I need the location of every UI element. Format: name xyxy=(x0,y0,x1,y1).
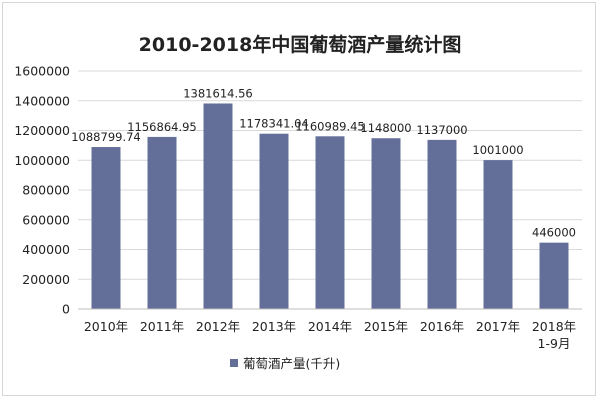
y-tick-label: 200000 xyxy=(22,272,70,287)
x-axis-ticks: 2010年 2011年 2012年 2013年 2014年 2015年 2016年 2017年… xyxy=(84,319,576,351)
x-tick-label-line: 1-9月 xyxy=(538,336,571,351)
bar xyxy=(539,242,569,309)
y-tick-label: 1600000 xyxy=(14,64,70,79)
legend: 葡萄酒产量(千升) xyxy=(230,356,340,371)
data-label: 446000 xyxy=(532,226,576,240)
bar xyxy=(203,103,233,309)
bar xyxy=(147,136,177,309)
data-label: 1160989.45 xyxy=(295,119,365,133)
x-tick-label-line: 2014年 xyxy=(308,319,352,334)
y-tick-label: 800000 xyxy=(22,183,70,198)
x-tick-label: 2014年 xyxy=(308,319,352,334)
x-tick-label: 2010年 xyxy=(84,319,128,334)
y-tick-label: 400000 xyxy=(22,242,70,257)
x-tick-label: 2016年 xyxy=(420,319,464,334)
legend-label: 葡萄酒产量(千升) xyxy=(243,356,340,371)
x-tick-label-line: 2016年 xyxy=(420,319,464,334)
y-tick-label: 0 xyxy=(62,302,70,317)
y-tick-label: 600000 xyxy=(22,212,70,227)
data-label: 1156864.95 xyxy=(127,120,197,134)
x-tick-label: 2013年 xyxy=(252,319,296,334)
data-label: 1148000 xyxy=(360,121,411,135)
bar xyxy=(259,133,289,309)
x-tick-label-line: 2017年 xyxy=(476,319,520,334)
x-tick-label-line: 2018年 xyxy=(532,319,576,334)
data-label: 1381614.56 xyxy=(183,86,253,100)
bar xyxy=(483,160,513,309)
y-tick-label: 1400000 xyxy=(14,93,70,108)
bar xyxy=(371,138,401,309)
data-label: 1178341.04 xyxy=(239,117,309,131)
x-tick-label: 2017年 xyxy=(476,319,520,334)
data-label: 1137000 xyxy=(416,123,467,137)
y-tick-label: 1000000 xyxy=(14,153,70,168)
x-tick-label: 2015年 xyxy=(364,319,408,334)
x-tick-label-line: 2012年 xyxy=(196,319,240,334)
y-axis-ticks: 0 200000 400000 600000 800000 1000000 1200000 1… xyxy=(14,64,70,317)
x-tick-label: 2011年 xyxy=(140,319,184,334)
bar xyxy=(315,136,345,309)
legend-swatch xyxy=(230,359,238,367)
data-label: 1001000 xyxy=(472,143,523,157)
x-tick-label: 2012年 xyxy=(196,319,240,334)
x-tick-label: 2018年 1-9月 xyxy=(532,319,576,351)
x-tick-label-line: 2013年 xyxy=(252,319,296,334)
x-tick-label-line: 2010年 xyxy=(84,319,128,334)
bar xyxy=(427,139,457,309)
data-label: 1088799.74 xyxy=(71,130,141,144)
x-tick-label-line: 2015年 xyxy=(364,319,408,334)
x-tick-label-line: 2011年 xyxy=(140,319,184,334)
bar xyxy=(91,147,121,309)
bars xyxy=(91,103,569,309)
chart-title: 2010-2018年中国葡萄酒产量统计图 xyxy=(139,33,462,56)
y-tick-label: 1200000 xyxy=(14,123,70,138)
